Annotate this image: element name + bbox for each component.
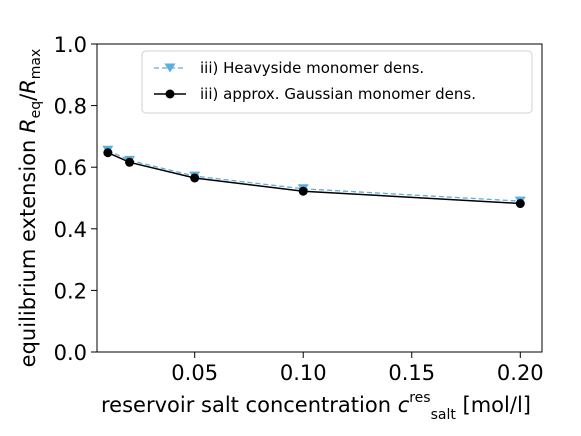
y-tick-label: 1.0: [54, 33, 87, 57]
series-layer: [102, 145, 526, 209]
y-axis-title-prefix: equilibrium extension: [16, 133, 40, 367]
y-tick-label: 0.6: [54, 156, 87, 180]
legend-label-gaussian: iii) approx. Gaussian monomer dens.: [200, 85, 476, 103]
x-axis-title: reservoir salt concentration cressalt [m…: [101, 390, 531, 423]
series-1-point: [190, 173, 200, 183]
legend-marker-gaussian: [165, 89, 175, 99]
series-0-line: [107, 149, 521, 202]
y-tick-label: 0.8: [54, 95, 87, 119]
y-axis-title-den-symbol: R: [16, 79, 40, 94]
x-axis-title-sup: res: [409, 390, 430, 406]
series-1-point: [298, 186, 308, 196]
x-axis-title-prefix: reservoir salt concentration: [101, 393, 398, 417]
x-tick-label: 0.20: [497, 361, 544, 385]
x-tick-label: 0.15: [388, 361, 435, 385]
series-1-point: [515, 199, 525, 209]
x-tick-label: 0.10: [280, 361, 327, 385]
legend-marker-heavyside: [164, 63, 176, 73]
y-axis-title-num-sub: eq: [28, 101, 44, 119]
series-1-line: [107, 152, 521, 205]
legend: iii) Heavyside monomer dens. iii) approx…: [141, 50, 533, 114]
x-axis-title-symbol: c: [398, 393, 410, 417]
legend-frame: [141, 50, 533, 114]
y-tick-label: 0.4: [54, 218, 87, 242]
legend-label-heavyside: iii) Heavyside monomer dens.: [200, 59, 424, 77]
y-axis-title: equilibrium extension Req/Rmax: [16, 49, 44, 368]
plot-frame: [96, 43, 543, 353]
y-axis-title-num-symbol: R: [16, 118, 40, 133]
y-axis-title-slash: /: [16, 93, 40, 101]
y-tick-label: 0.0: [54, 341, 87, 365]
x-tick-label: 0.05: [171, 361, 218, 385]
x-axis-title-suffix: [mol/l]: [456, 393, 531, 417]
series-1-point: [103, 148, 113, 158]
axes-layer: 0.0 0.2 0.4 0.6 0.8 1.0 0.05 0.10 0.15 0.20: [54, 33, 544, 385]
y-tick-label: 0.2: [54, 279, 87, 303]
series-1-point: [125, 157, 135, 167]
x-axis-title-sub: salt: [431, 407, 457, 423]
y-axis-title-den-sub: max: [28, 49, 44, 80]
